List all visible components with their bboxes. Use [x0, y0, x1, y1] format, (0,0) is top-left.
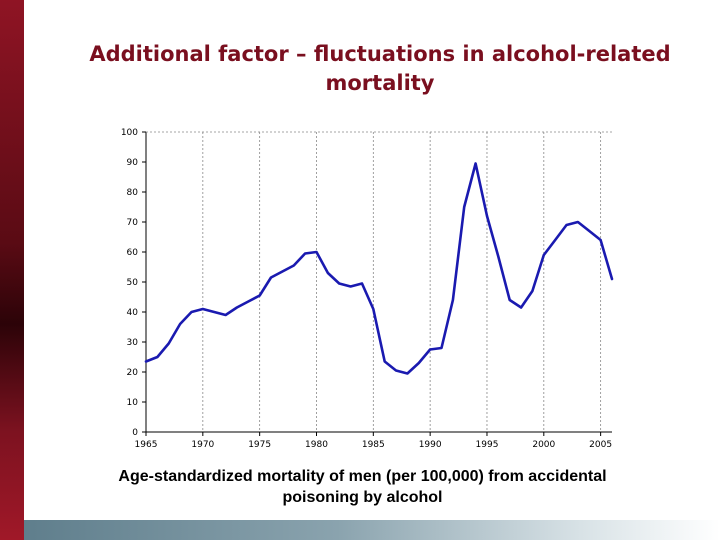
slide-title-line-1: Additional factor – fluctuations in alco…	[89, 42, 671, 66]
series-line-0	[144, 162, 614, 375]
x-tick-label-1970: 1970	[191, 440, 214, 450]
x-tick-label-1965: 1965	[135, 440, 158, 450]
slide-title-line-2: mortality	[325, 71, 435, 95]
y-tick-label-20: 20	[127, 368, 139, 378]
x-tick-label-1975: 1975	[248, 440, 271, 450]
chart-caption: Age-standardized mortality of men (per 1…	[40, 466, 685, 508]
x-tick-label-1990: 1990	[419, 440, 442, 450]
x-tick-label-1980: 1980	[305, 440, 328, 450]
slide-title: Additional factor – fluctuations in alco…	[40, 40, 720, 98]
y-tick-label-80: 80	[127, 188, 139, 198]
x-tick-label-1985: 1985	[362, 440, 385, 450]
decorative-bottom-bar	[24, 520, 720, 540]
x-tick-label-1995: 1995	[476, 440, 499, 450]
y-tick-label-90: 90	[127, 158, 139, 168]
x-tick-label-2000: 2000	[532, 440, 555, 450]
y-tick-label-0: 0	[132, 428, 138, 438]
chart-axes	[142, 131, 612, 436]
x-tick-labels: 1965 1970 1975 1980 1985 1990 1995 2000 2005	[135, 440, 613, 450]
x-tick-label-2005: 2005	[589, 440, 612, 450]
y-tick-label-10: 10	[127, 398, 139, 408]
y-tick-label-40: 40	[127, 308, 139, 318]
y-tick-labels: 0 10 20 30 40 50 60 70 80 90 100	[121, 128, 138, 438]
chart-caption-line-1: Age-standardized mortality of men (per 1…	[118, 468, 607, 485]
y-tick-label-30: 30	[127, 338, 139, 348]
chart-series	[144, 162, 614, 375]
chart-grid	[145, 132, 602, 432]
chart-caption-line-2: poisoning by alcohol	[282, 489, 443, 506]
y-tick-label-100: 100	[121, 128, 138, 138]
y-tick-label-60: 60	[127, 248, 139, 258]
decorative-side-bar	[0, 0, 24, 540]
y-tick-label-70: 70	[127, 218, 139, 228]
y-tick-label-50: 50	[127, 278, 139, 288]
